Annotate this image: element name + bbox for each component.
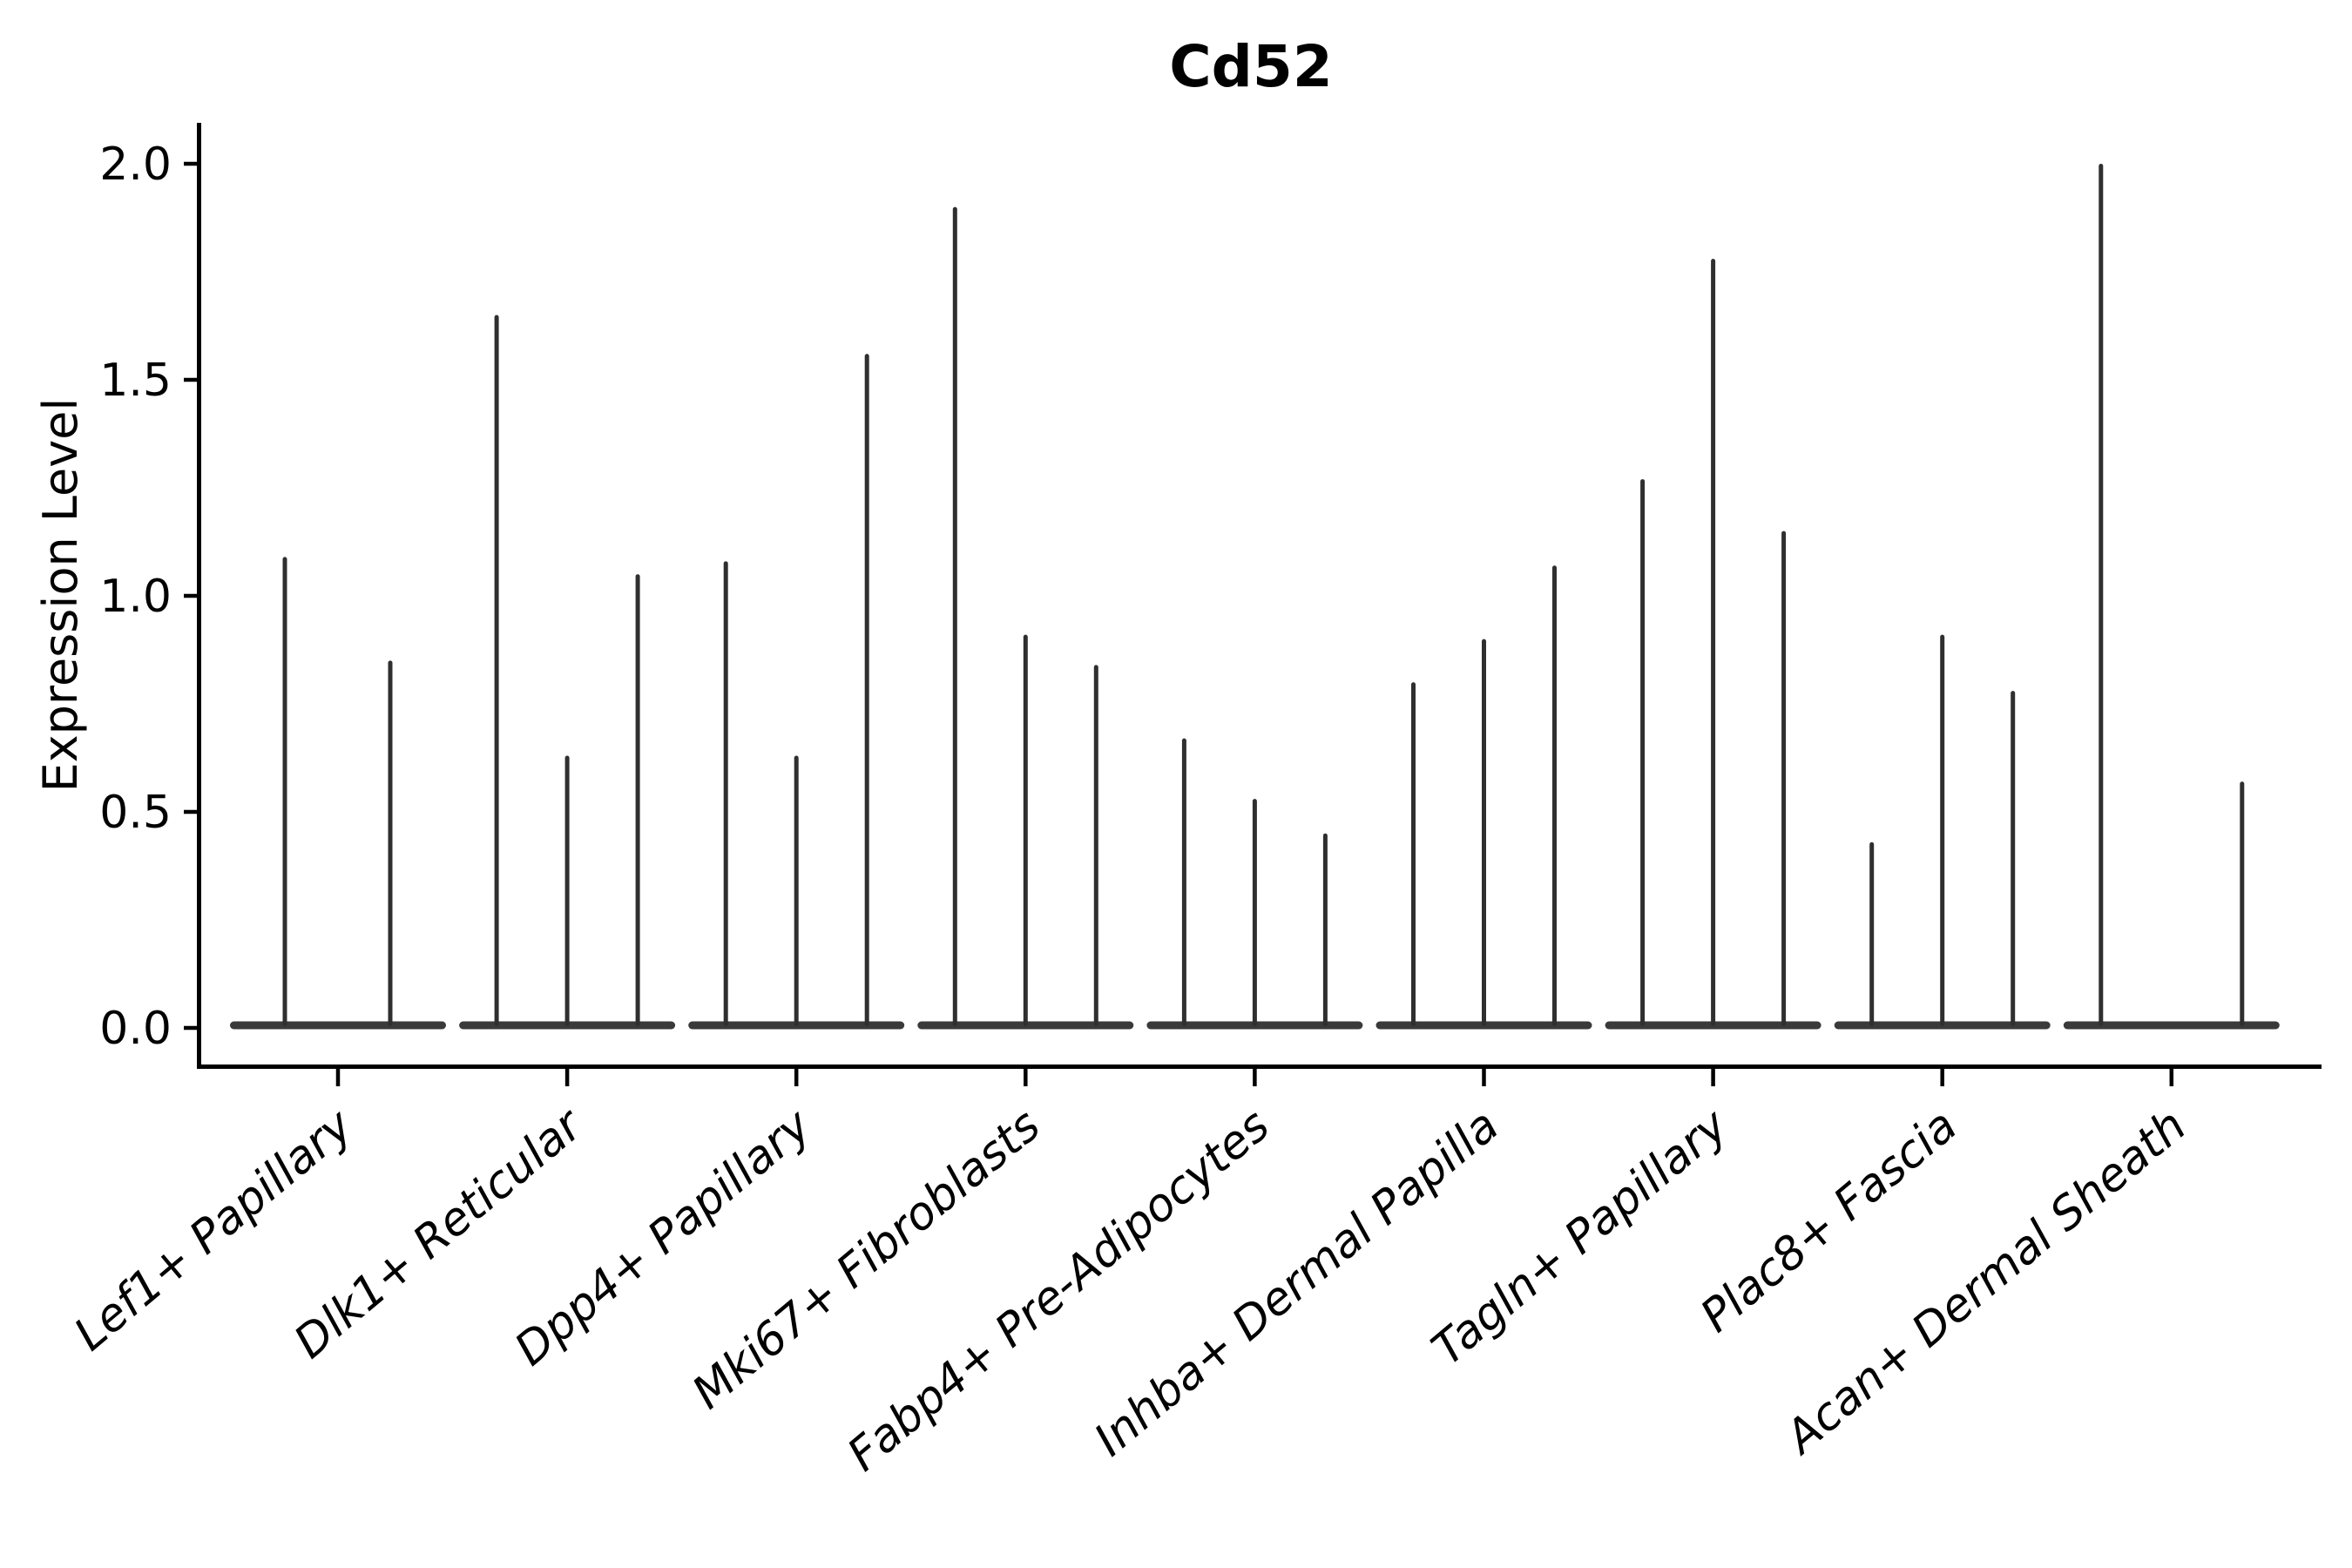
violin-spike: [1552, 565, 1557, 1026]
y-axis-tick: [184, 809, 197, 814]
x-tick-label: Acan+ Dermal Sheath: [1774, 1099, 2197, 1465]
y-tick-label: 0.5: [99, 787, 172, 839]
x-axis-tick: [1253, 1069, 1257, 1086]
violin-spike: [494, 314, 499, 1027]
y-axis-tick: [184, 377, 197, 382]
violin-spike: [1181, 738, 1186, 1026]
violin-spike: [1093, 665, 1098, 1026]
x-axis-tick: [335, 1069, 341, 1086]
violin-spike: [952, 206, 957, 1027]
x-tick-label: Fabp4+ Pre-Adipocytes: [838, 1099, 1280, 1482]
violin-spike: [1322, 833, 1328, 1026]
y-tick-label: 1.0: [99, 571, 172, 623]
x-axis-tick: [1024, 1069, 1028, 1086]
x-axis-tick: [794, 1069, 799, 1086]
violin-spike: [1940, 634, 1945, 1026]
violin-spike: [1869, 841, 1875, 1026]
y-axis-tick: [184, 1025, 197, 1031]
violin-spike: [388, 660, 393, 1026]
violin-spike: [564, 755, 570, 1026]
violin-spike: [723, 561, 728, 1026]
violin-spike: [2099, 164, 2104, 1026]
x-axis-tick: [564, 1069, 570, 1086]
violin-spike: [794, 755, 799, 1026]
violin-spike: [282, 557, 287, 1026]
violin-spike: [1640, 479, 1646, 1026]
violin-spike: [1781, 531, 1787, 1026]
plot-title: Cd52: [1169, 33, 1333, 100]
violin-spike: [1252, 799, 1257, 1026]
violin-spike: [864, 354, 869, 1026]
violin-spike: [1411, 682, 1416, 1026]
y-tick-label: 0.0: [99, 1003, 172, 1055]
violin-spike: [635, 574, 640, 1026]
violin-spike: [2240, 781, 2245, 1026]
violin-spike: [1023, 634, 1028, 1026]
x-axis-tick: [1940, 1069, 1944, 1086]
x-axis-tick: [1482, 1069, 1486, 1086]
bottom-spine: [197, 1064, 2322, 1069]
violin-spike: [1711, 259, 1716, 1026]
y-axis-tick: [184, 593, 197, 598]
y-tick-label: 2.0: [99, 139, 172, 191]
violin-spike: [1482, 639, 1486, 1026]
left-spine: [197, 123, 201, 1069]
x-axis-tick: [1711, 1069, 1715, 1086]
y-tick-label: 1.5: [99, 355, 172, 407]
x-tick-label: Inhba+ Dermal Papilla: [1085, 1099, 1508, 1467]
violin-spike: [2011, 691, 2016, 1026]
violin-base: [230, 1021, 446, 1030]
x-axis-tick: [2169, 1069, 2174, 1086]
violin-base: [2063, 1021, 2280, 1030]
y-axis-tick: [184, 161, 197, 166]
